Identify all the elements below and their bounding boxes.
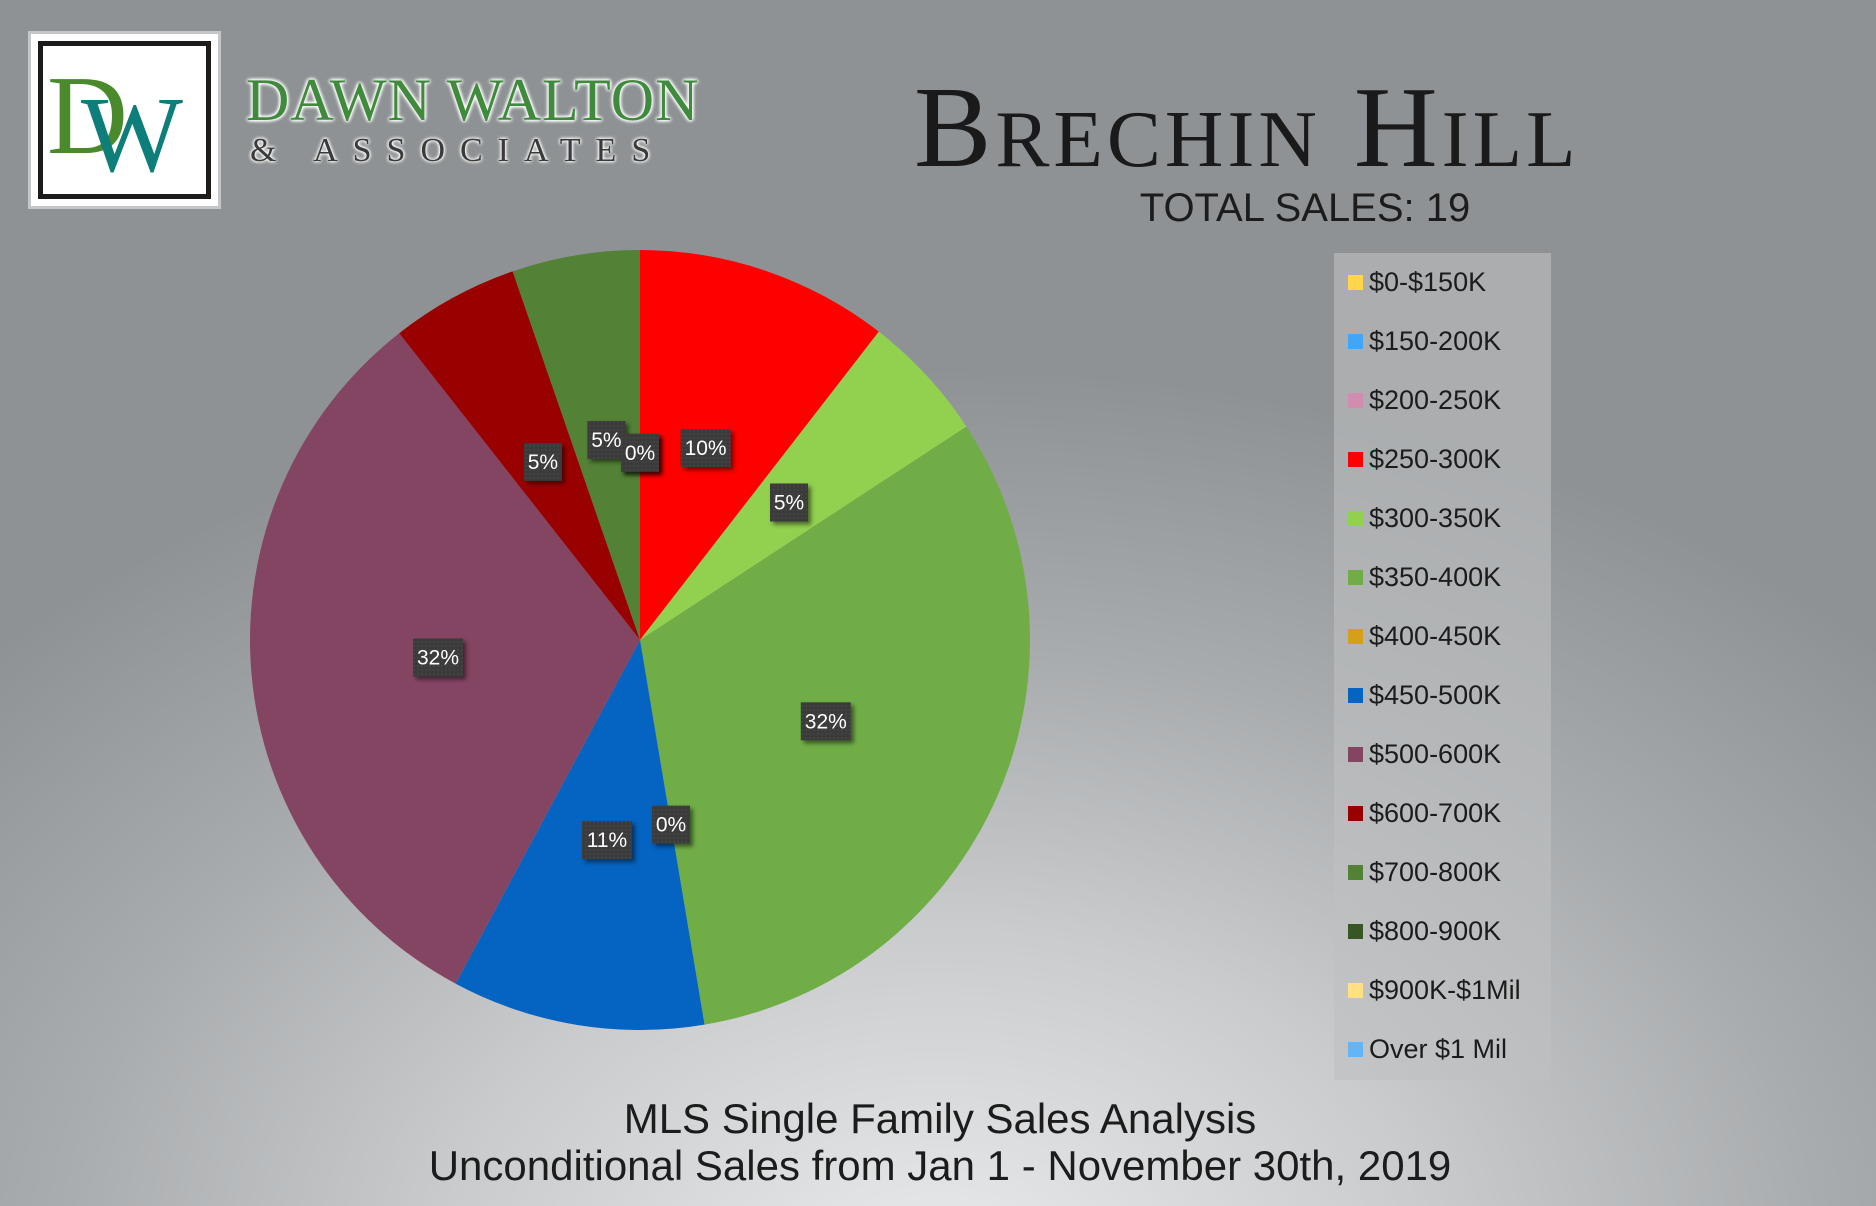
data-label-400-450k: 0% [652,805,690,844]
data-label-text: 10% [685,437,727,460]
legend-label: $0-$150K [1369,266,1487,297]
chart-legend: $0-$150K $150-200K $200-250K $250-300K $300-… [1334,253,1551,1080]
legend-swatch [1348,569,1363,585]
legend-swatch [1348,274,1363,290]
brand-name: DAWN WALTON [246,67,700,133]
legend-label: $350-400K [1369,561,1502,592]
legend-swatch [1348,923,1363,939]
legend-swatch [1348,746,1363,762]
data-label-800-900k: 0% [621,433,659,472]
legend-item-300-350k: $300-350K [1348,503,1501,533]
data-label-box [413,638,463,677]
data-label-box [582,821,632,860]
brand-subtitle: & ASSOCIATES [250,132,666,169]
legend-item-0-150k: $0-$150K [1348,267,1486,297]
data-label-600-700k: 5% [523,442,562,481]
legend-item-900k-1mil: $900K-$1Mil [1348,975,1521,1005]
legend-label: $900K-$1Mil [1369,974,1521,1005]
footer-date-range: Unconditional Sales from Jan 1 - Novembe… [428,1142,1452,1189]
legend-swatch [1348,628,1363,644]
legend-swatch [1348,392,1363,408]
data-label-text: 5% [591,429,621,452]
legend-label: $300-350K [1369,502,1502,533]
data-label-box [652,805,690,844]
legend-label: $200-250K [1369,384,1502,415]
pie-slice-700-800k [512,250,640,640]
legend-swatch [1348,510,1363,526]
legend-swatch [1348,864,1363,880]
chart-title: Brechin Hill [914,64,1580,192]
legend-label: $400-450K [1369,620,1502,651]
legend-label: $800-900K [1369,915,1502,946]
legend-label: $500-600K [1369,738,1502,769]
legend-swatch [1348,982,1363,998]
logo: D W [28,31,221,209]
data-label-text: 0% [656,814,686,837]
data-label-text: 5% [774,492,804,515]
footer-title: MLS Single Family Sales Analysis [623,1095,1257,1142]
legend-swatch [1348,1041,1363,1057]
data-label-box [523,442,562,481]
pie-slice-250-300k [640,250,879,640]
pie-data-labels: 0%10%5%32%0%11%32%5%5%0% [413,421,851,860]
legend-item-450-500k: $450-500K [1348,680,1501,710]
pie-slice-600-700k [399,271,640,640]
data-label-box [587,421,626,459]
data-label-300-350k: 5% [770,483,808,522]
legend-swatch [1348,333,1363,349]
legend-item-600-700k: $600-700K [1348,798,1501,828]
logo-monogram-w: W [81,76,183,195]
data-label-text: 0% [625,442,655,465]
legend-item-over-1-mil: Over $1 Mil [1348,1034,1507,1064]
data-label-text: 32% [805,710,847,733]
legend-label: $600-700K [1369,797,1502,828]
legend-item-700-800k: $700-800K [1348,857,1501,887]
legend-item-800-900k: $800-900K [1348,916,1501,946]
legend-item-500-600k: $500-600K [1348,739,1501,769]
legend-label: $150-200K [1369,325,1502,356]
data-label-350-400k: 32% [800,702,851,741]
legend-swatch [1348,687,1363,703]
pie-slice-450-500k [455,640,705,1031]
logo-monogram: D W [38,41,211,199]
data-label-250-300k: 10% [680,429,731,468]
data-label-text: 11% [587,829,627,852]
data-label-box [770,483,808,522]
data-label-text: 5% [528,451,558,474]
data-label-700-800k: 5% [587,421,626,459]
legend-label: $450-500K [1369,679,1502,710]
total-sales: TOTAL SALES: 19 [1139,186,1471,230]
data-label-450-500k: 11% [582,821,632,860]
legend-label: Over $1 Mil [1369,1033,1508,1064]
data-label-box [621,433,659,472]
legend-item-350-400k: $350-400K [1348,562,1501,592]
legend-item-150-200k: $150-200K [1348,326,1501,356]
legend-item-400-450k: $400-450K [1348,621,1501,651]
data-label-box [800,702,851,741]
logo-monogram-d: D [47,54,128,178]
pie-slices [249,250,1030,1031]
legend-item-200-250k: $200-250K [1348,385,1501,415]
legend-label: $700-800K [1369,856,1502,887]
legend-swatch [1348,451,1363,467]
data-label-500-600k: 32% [413,638,463,677]
data-label-box [680,429,731,468]
data-label-text: 32% [417,647,459,670]
legend-item-250-300k: $250-300K [1348,444,1501,474]
legend-swatch [1348,805,1363,821]
legend-label: $250-300K [1369,443,1502,474]
